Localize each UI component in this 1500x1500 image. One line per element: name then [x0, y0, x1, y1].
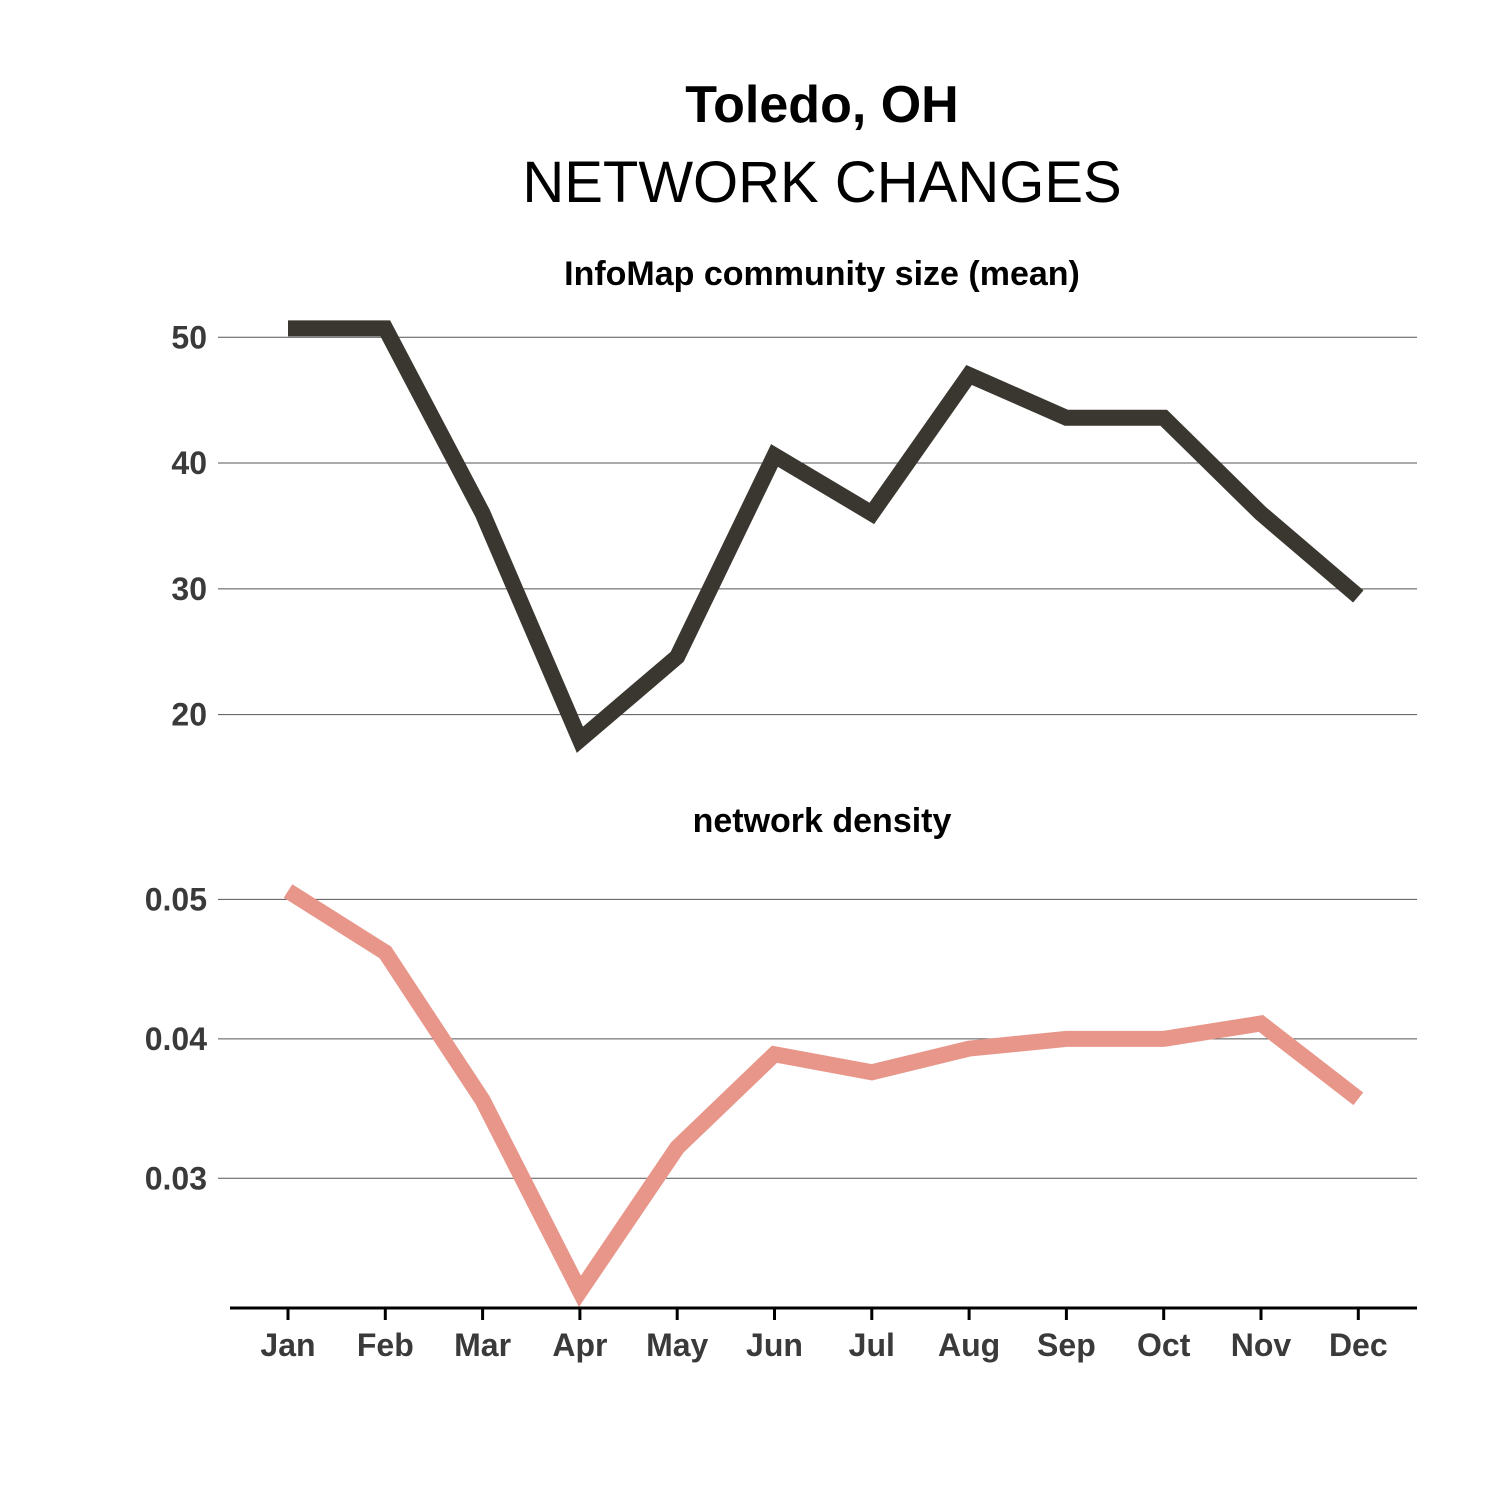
community-size-panel-title: InfoMap community size (mean) [564, 255, 1080, 293]
x-tick-label: Jan [260, 1327, 315, 1363]
network-density-y-tick-label: 0.05 [145, 881, 207, 917]
x-tick-label: Aug [938, 1327, 1000, 1363]
community-size-series [287, 320, 1364, 753]
network-density-gridlines [218, 898, 1417, 1179]
x-tick-label: Jul [849, 1327, 895, 1363]
x-tick-label: Feb [357, 1327, 414, 1363]
x-tick-label: Dec [1329, 1327, 1388, 1363]
network-density-y-tick-label: 0.04 [145, 1021, 207, 1057]
network-density-y-ticks: 0.03 0.04 0.05 [145, 881, 207, 1196]
x-tick-label: Mar [454, 1327, 511, 1363]
x-tick-label: Sep [1037, 1327, 1096, 1363]
community-size-y-tick-label: 30 [171, 571, 207, 607]
x-tick-label: Oct [1137, 1327, 1191, 1363]
network-density-series [283, 884, 1364, 1308]
x-tick-label: Jun [746, 1327, 803, 1363]
network-density-line [283, 884, 1364, 1308]
x-axis-ticks: Jan Feb Mar Apr May Jun Jul Aug Sep Oct Nov Dec [260, 1308, 1388, 1363]
chart-subtitle: NETWORK CHANGES [522, 150, 1121, 215]
x-axis: Jan Feb Mar Apr May Jun Jul Aug Sep Oct Nov Dec [230, 1306, 1417, 1363]
community-size-y-ticks: 20 30 40 50 [171, 319, 207, 732]
community-size-y-tick-label: 40 [171, 445, 207, 481]
community-size-y-tick-label: 50 [171, 319, 207, 355]
x-tick-label: Nov [1231, 1327, 1292, 1363]
community-size-gridlines [218, 336, 1417, 716]
community-size-panel: InfoMap community size (mean) 20 30 40 50 [171, 255, 1417, 753]
community-size-y-tick-label: 20 [171, 697, 207, 733]
x-tick-label: May [646, 1327, 708, 1363]
network-density-y-tick-label: 0.03 [145, 1160, 207, 1196]
x-tick-label: Apr [552, 1327, 607, 1363]
network-density-panel-title: network density [693, 802, 952, 840]
network-density-panel: network density 0.03 0.04 0.05 [145, 802, 1417, 1308]
chart-title: Toledo, OH [685, 76, 958, 134]
community-size-line [288, 320, 1364, 753]
